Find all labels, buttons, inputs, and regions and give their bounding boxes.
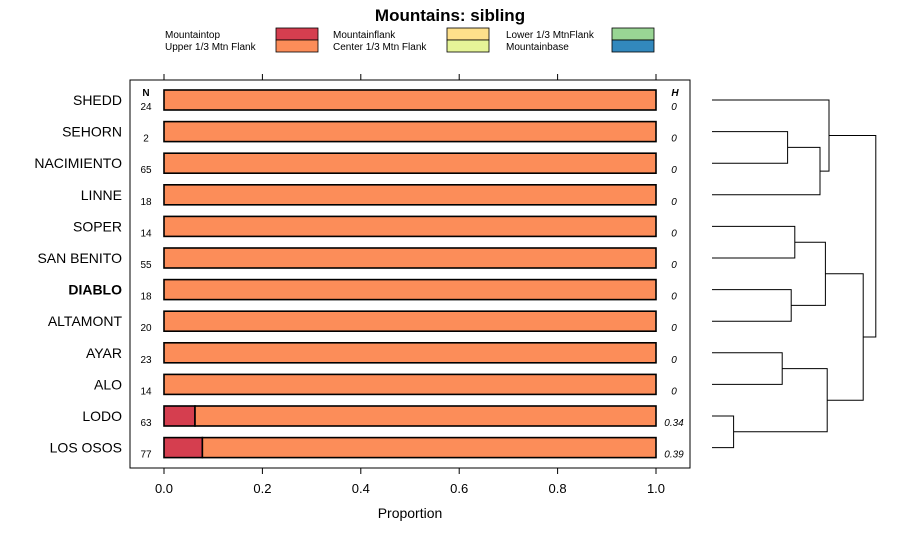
row-label: ALO: [94, 376, 122, 392]
legend-swatch: [611, 39, 655, 53]
bar-segment: [163, 310, 657, 333]
sample-size: 14: [140, 228, 152, 239]
x-tick-label: 0.4: [352, 481, 370, 496]
plot-frame: [129, 79, 691, 469]
row-label: SOPER: [73, 218, 122, 234]
sample-size: 63: [140, 418, 152, 429]
row-label: LODO: [82, 408, 122, 424]
h-value: 0.39: [664, 450, 684, 461]
legend-label: Mountainflank: [333, 30, 396, 41]
h-value: 0: [671, 134, 677, 145]
x-tick-label: 0.2: [253, 481, 271, 496]
sample-size: 2: [143, 134, 149, 145]
h-value: 0: [671, 355, 677, 366]
legend-swatch: [446, 27, 490, 41]
legend-label: Upper 1/3 Mtn Flank: [165, 42, 257, 53]
row-label: ALTAMONT: [48, 313, 123, 329]
dendrogram-branch: [712, 352, 783, 385]
sample-size: 18: [140, 292, 152, 303]
dendrogram-branch: [829, 135, 877, 338]
dendrogram-branch: [712, 415, 735, 449]
sample-size: 18: [140, 197, 152, 208]
bar-segment: [163, 278, 657, 301]
row-label: LOS OSOS: [50, 440, 122, 456]
bar-segment: [163, 373, 657, 396]
bar-segment: [163, 436, 204, 459]
plot-area: 0.0 0.2 0.4 0.6 0.8 1.0 Proportion N H SHEDD 24 0 SE…: [34, 74, 691, 521]
bar-segment: [163, 247, 657, 269]
sample-size: 23: [140, 355, 152, 366]
legend-label: Center 1/3 Mtn Flank: [333, 42, 427, 53]
row-label: SEHORN: [62, 124, 122, 140]
legend-label: Mountaintop: [165, 30, 220, 41]
dendrogram-branch: [712, 289, 792, 322]
bar-segment: [194, 405, 657, 427]
dendrogram-branch: [712, 225, 796, 259]
row-label: SAN BENITO: [37, 250, 122, 266]
legend-swatch: [446, 39, 490, 53]
h-column-header: H: [671, 88, 679, 99]
legend-label: Lower 1/3 MtnFlank: [506, 30, 595, 41]
bar-segment: [163, 184, 657, 206]
sample-size: 65: [140, 165, 152, 176]
dendrogram-branch: [712, 131, 789, 164]
bar-segment: [201, 436, 657, 459]
dendrogram-branch: [825, 273, 864, 401]
row-label: DIABLO: [68, 282, 122, 298]
x-tick-label: 0.8: [549, 481, 567, 496]
bar-segment: [163, 405, 196, 427]
chart-title: Mountains: sibling: [375, 6, 525, 25]
legend-swatch: [611, 27, 655, 41]
h-value: 0.34: [664, 418, 684, 429]
legend-swatch: [275, 27, 319, 41]
dendrogram-branch: [791, 241, 826, 306]
legend-swatch: [275, 39, 319, 53]
h-value: 0: [671, 323, 677, 334]
h-value: 0: [671, 228, 677, 239]
x-tick-label: 0.6: [450, 481, 468, 496]
row-label: LINNE: [81, 187, 122, 203]
x-axis-title: Proportion: [378, 505, 443, 521]
bar-segment: [163, 215, 657, 238]
bar-segment: [163, 120, 657, 143]
sample-size: 20: [140, 323, 152, 334]
h-value: 0: [671, 260, 677, 271]
legend-label: Mountainbase: [506, 42, 569, 53]
x-tick-label: 0.0: [155, 481, 173, 496]
row-label: AYAR: [86, 345, 122, 361]
h-value: 0: [671, 102, 677, 113]
row-label: NACIMIENTO: [34, 155, 122, 171]
dendrogram: [712, 99, 877, 449]
row-label: SHEDD: [73, 92, 122, 108]
dendrogram-branch: [712, 146, 821, 196]
h-value: 0: [671, 386, 677, 397]
h-value: 0: [671, 197, 677, 208]
n-column-header: N: [142, 88, 149, 99]
bar-segment: [163, 89, 657, 111]
sample-size: 14: [140, 386, 152, 397]
sample-size: 55: [140, 260, 152, 271]
dendrogram-branch: [733, 368, 828, 433]
sample-size: 24: [140, 102, 152, 113]
h-value: 0: [671, 165, 677, 176]
sample-size: 77: [140, 450, 152, 461]
x-tick-label: 1.0: [647, 481, 665, 496]
bar-segment: [163, 341, 657, 364]
bar-segment: [163, 152, 657, 174]
h-value: 0: [671, 292, 677, 303]
dendrogram-branch: [712, 99, 830, 172]
